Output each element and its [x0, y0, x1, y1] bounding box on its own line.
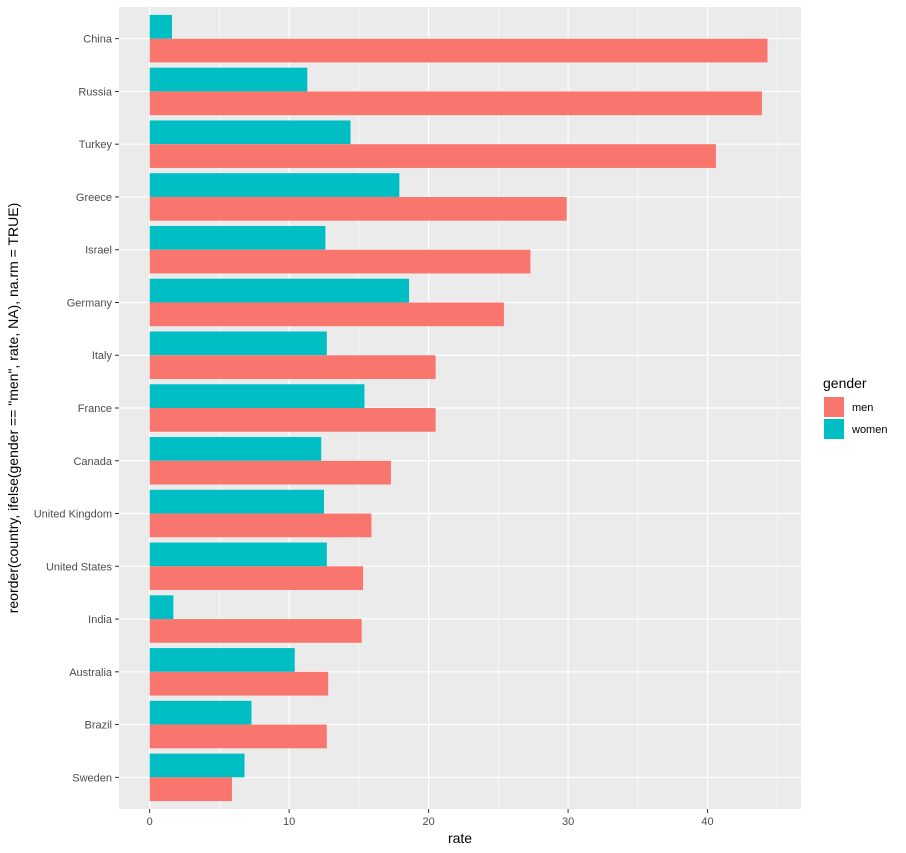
- bar-women: [149, 489, 325, 514]
- y-tick-label: Sweden: [72, 772, 112, 784]
- x-tick-label: 30: [562, 816, 574, 828]
- legend-label: women: [851, 424, 887, 436]
- bar-women: [149, 384, 365, 408]
- x-tick-label: 0: [147, 816, 153, 828]
- bar-men: [149, 513, 372, 538]
- bar-women: [149, 278, 410, 303]
- bar-men: [149, 460, 391, 485]
- x-axis-ticks: 0 10 20 30 40: [147, 809, 714, 828]
- y-tick-label: United States: [46, 561, 113, 573]
- y-tick-label: Australia: [69, 667, 113, 679]
- bar-men: [149, 619, 362, 643]
- legend: gender men women: [823, 375, 887, 439]
- bar-women: [149, 225, 326, 250]
- y-tick-label: Russia: [78, 86, 113, 98]
- bar-women: [149, 437, 322, 461]
- x-tick-label: 10: [283, 816, 295, 828]
- bar-men: [149, 408, 436, 432]
- bar-women: [149, 331, 327, 356]
- bar-men: [149, 302, 504, 327]
- bar-men: [149, 566, 364, 591]
- bar-women: [149, 595, 174, 620]
- legend-key: [824, 397, 844, 417]
- y-tick-label: Canada: [73, 456, 112, 468]
- y-tick-label: Germany: [67, 297, 113, 309]
- y-tick-label: China: [83, 34, 113, 46]
- bar-women: [149, 542, 327, 567]
- bar-men: [149, 724, 327, 749]
- legend-label: men: [852, 402, 873, 414]
- x-tick-label: 20: [422, 816, 434, 828]
- bar-women: [149, 67, 308, 92]
- y-axis-ticks: China Russia Turkey Greece Israel Germany Ital…: [34, 34, 119, 784]
- bar-men: [149, 196, 567, 221]
- y-tick-label: Turkey: [79, 139, 113, 151]
- bar-women: [149, 173, 400, 197]
- bar-women: [149, 14, 172, 39]
- bar-women: [149, 648, 295, 672]
- bar-women: [149, 700, 252, 725]
- bar-men: [149, 355, 436, 379]
- bar-women: [149, 753, 245, 778]
- y-tick-label: Greece: [76, 192, 112, 204]
- bars: [149, 14, 768, 802]
- bar-men: [149, 91, 762, 116]
- bar-men: [149, 144, 716, 168]
- bar-men: [149, 38, 768, 63]
- x-axis-title: rate: [448, 830, 472, 846]
- legend-items: men women: [824, 397, 887, 439]
- x-tick-label: 40: [701, 816, 713, 828]
- y-axis-title: reorder(country, ifelse(gender == "men",…: [5, 203, 21, 614]
- y-tick-label: United Kingdom: [34, 509, 112, 521]
- y-tick-label: France: [78, 403, 112, 415]
- bar-women: [149, 120, 351, 145]
- y-tick-label: India: [88, 614, 113, 626]
- y-tick-label: Israel: [85, 245, 112, 257]
- bar-men: [149, 671, 329, 696]
- bar-men: [149, 249, 531, 274]
- y-tick-label: Brazil: [84, 720, 112, 732]
- legend-key: [824, 419, 844, 439]
- legend-title: gender: [823, 375, 867, 391]
- bar-men: [149, 777, 232, 802]
- y-tick-label: Italy: [92, 350, 113, 362]
